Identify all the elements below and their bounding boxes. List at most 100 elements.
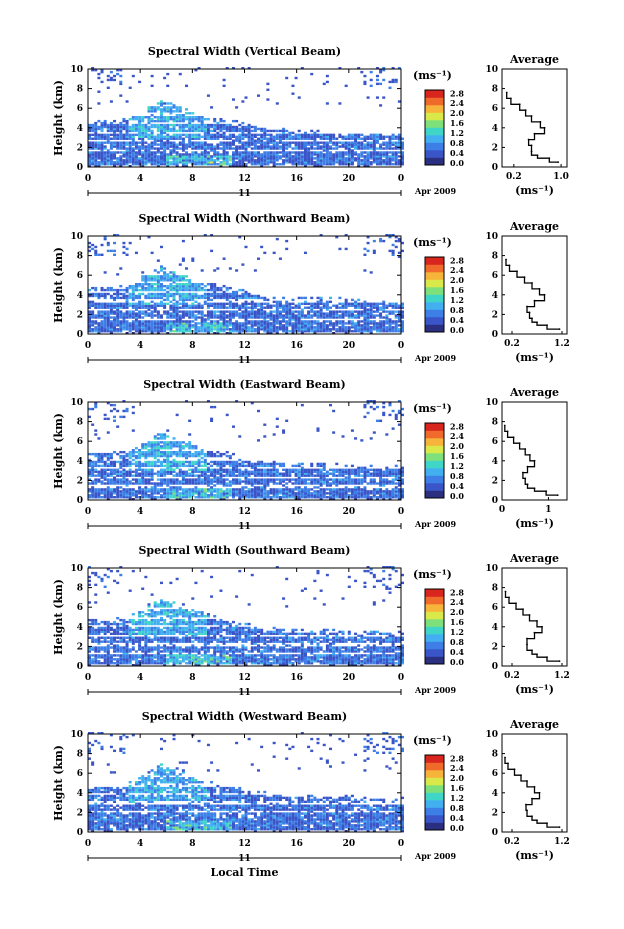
heatmap-cell: [244, 155, 248, 158]
heatmap-cell: [325, 328, 329, 331]
heatmap-cell: [272, 139, 276, 142]
heatmap-cell: [244, 308, 248, 311]
heatmap-cell: [379, 492, 383, 495]
heatmap-cell: [354, 490, 358, 493]
heatmap-cell: [316, 470, 320, 473]
heatmap-cell: [134, 320, 138, 323]
profile-y-tick-label: 6: [492, 104, 498, 114]
heatmap-cell: [269, 488, 273, 491]
heatmap-cell: [203, 302, 207, 305]
heatmap-cell: [238, 129, 242, 133]
heatmap-cell: [350, 480, 354, 483]
heatmap-cell: [300, 308, 304, 311]
heatmap-cell: [260, 145, 264, 148]
heatmap-cell: [116, 135, 120, 138]
heatmap-cell: [169, 161, 173, 164]
heatmap-cell: [366, 308, 370, 311]
heatmap-cell: [94, 159, 98, 162]
heatmap-cell: [197, 488, 201, 491]
heatmap-cell: [131, 159, 135, 162]
heatmap-cell: [116, 288, 120, 292]
heatmap-cell: [188, 492, 192, 495]
heatmap-cell: [197, 494, 201, 497]
heatmap-cell: [231, 141, 235, 144]
heatmap-cell: [347, 494, 351, 497]
heatmap-cell: [401, 320, 404, 323]
heatmap-cell: [169, 129, 173, 133]
heatmap-cell: [282, 147, 286, 150]
heatmap-cell: [335, 306, 339, 309]
heatmap-cell: [156, 496, 160, 499]
heatmap-cell: [379, 147, 383, 150]
heatmap-cell: [175, 288, 179, 292]
heatmap-cell: [109, 302, 113, 305]
heatmap-cell: [241, 480, 245, 483]
heatmap-cell: [228, 494, 232, 497]
heatmap-cell: [350, 159, 354, 162]
heatmap-cell: [329, 147, 333, 150]
heatmap-cell: [372, 249, 376, 253]
heatmap-cell: [300, 141, 304, 144]
heatmap-cell: [266, 332, 270, 335]
heatmap-cell: [391, 243, 395, 247]
heatmap-cell: [113, 312, 117, 315]
heatmap-cell: [153, 486, 157, 489]
heatmap-cell: [172, 119, 176, 123]
heatmap-cell: [159, 125, 163, 129]
heatmap-cell: [322, 474, 326, 477]
heatmap-cell: [185, 296, 189, 300]
heatmap-cell: [257, 296, 261, 300]
heatmap-cell: [141, 139, 145, 142]
heatmap-cell: [341, 472, 345, 475]
colorbar-swatch: [425, 112, 444, 121]
heatmap-cell: [144, 324, 148, 327]
heatmap-cell: [191, 304, 195, 307]
heatmap-cell: [263, 326, 267, 329]
heatmap-cell: [219, 316, 223, 319]
heatmap-cell: [210, 474, 214, 477]
heatmap-cell: [332, 322, 336, 325]
heatmap-cell: [138, 310, 142, 313]
heatmap-cell: [175, 306, 179, 309]
heatmap-cell: [385, 320, 389, 323]
heatmap-cell: [188, 129, 192, 133]
heatmap-cell: [313, 147, 317, 150]
heatmap-cell: [163, 153, 167, 156]
heatmap-cell: [188, 296, 192, 300]
heatmap-cell: [100, 253, 104, 256]
heatmap-cell: [275, 310, 279, 313]
heatmap-cell: [122, 492, 126, 495]
heatmap-cell: [238, 304, 242, 307]
heatmap-cell: [94, 320, 98, 323]
heatmap-cell: [257, 326, 261, 329]
heatmap-cell: [238, 316, 242, 319]
heatmap-cell: [225, 320, 229, 323]
heatmap-cell: [282, 141, 286, 144]
heatmap-cell: [231, 139, 235, 142]
heatmap-cell: [125, 484, 129, 487]
heatmap-cell: [131, 149, 135, 152]
heatmap-cell: [300, 137, 304, 140]
heatmap-cell: [175, 119, 179, 123]
heatmap-cell: [231, 294, 235, 298]
heatmap-cell: [91, 141, 95, 144]
heatmap-cell: [278, 492, 282, 495]
heatmap-cell: [391, 472, 395, 475]
heatmap-cell: [125, 300, 129, 304]
heatmap-cell: [144, 135, 148, 138]
heatmap-cell: [138, 478, 142, 481]
heatmap-cell: [244, 480, 248, 483]
heatmap-cell: [175, 123, 179, 127]
heatmap-cell: [131, 143, 135, 146]
heatmap-cell: [354, 482, 358, 485]
heatmap-cell: [366, 472, 370, 475]
heatmap-cell: [322, 328, 326, 331]
heatmap-cell: [169, 157, 173, 160]
heatmap-cell: [138, 149, 142, 152]
heatmap-cell: [194, 129, 198, 133]
heatmap-cell: [166, 117, 170, 121]
heatmap-cell: [147, 143, 151, 146]
heatmap-cell: [222, 302, 226, 305]
colorbar-swatch: [425, 157, 444, 166]
heatmap-cell: [163, 161, 167, 164]
